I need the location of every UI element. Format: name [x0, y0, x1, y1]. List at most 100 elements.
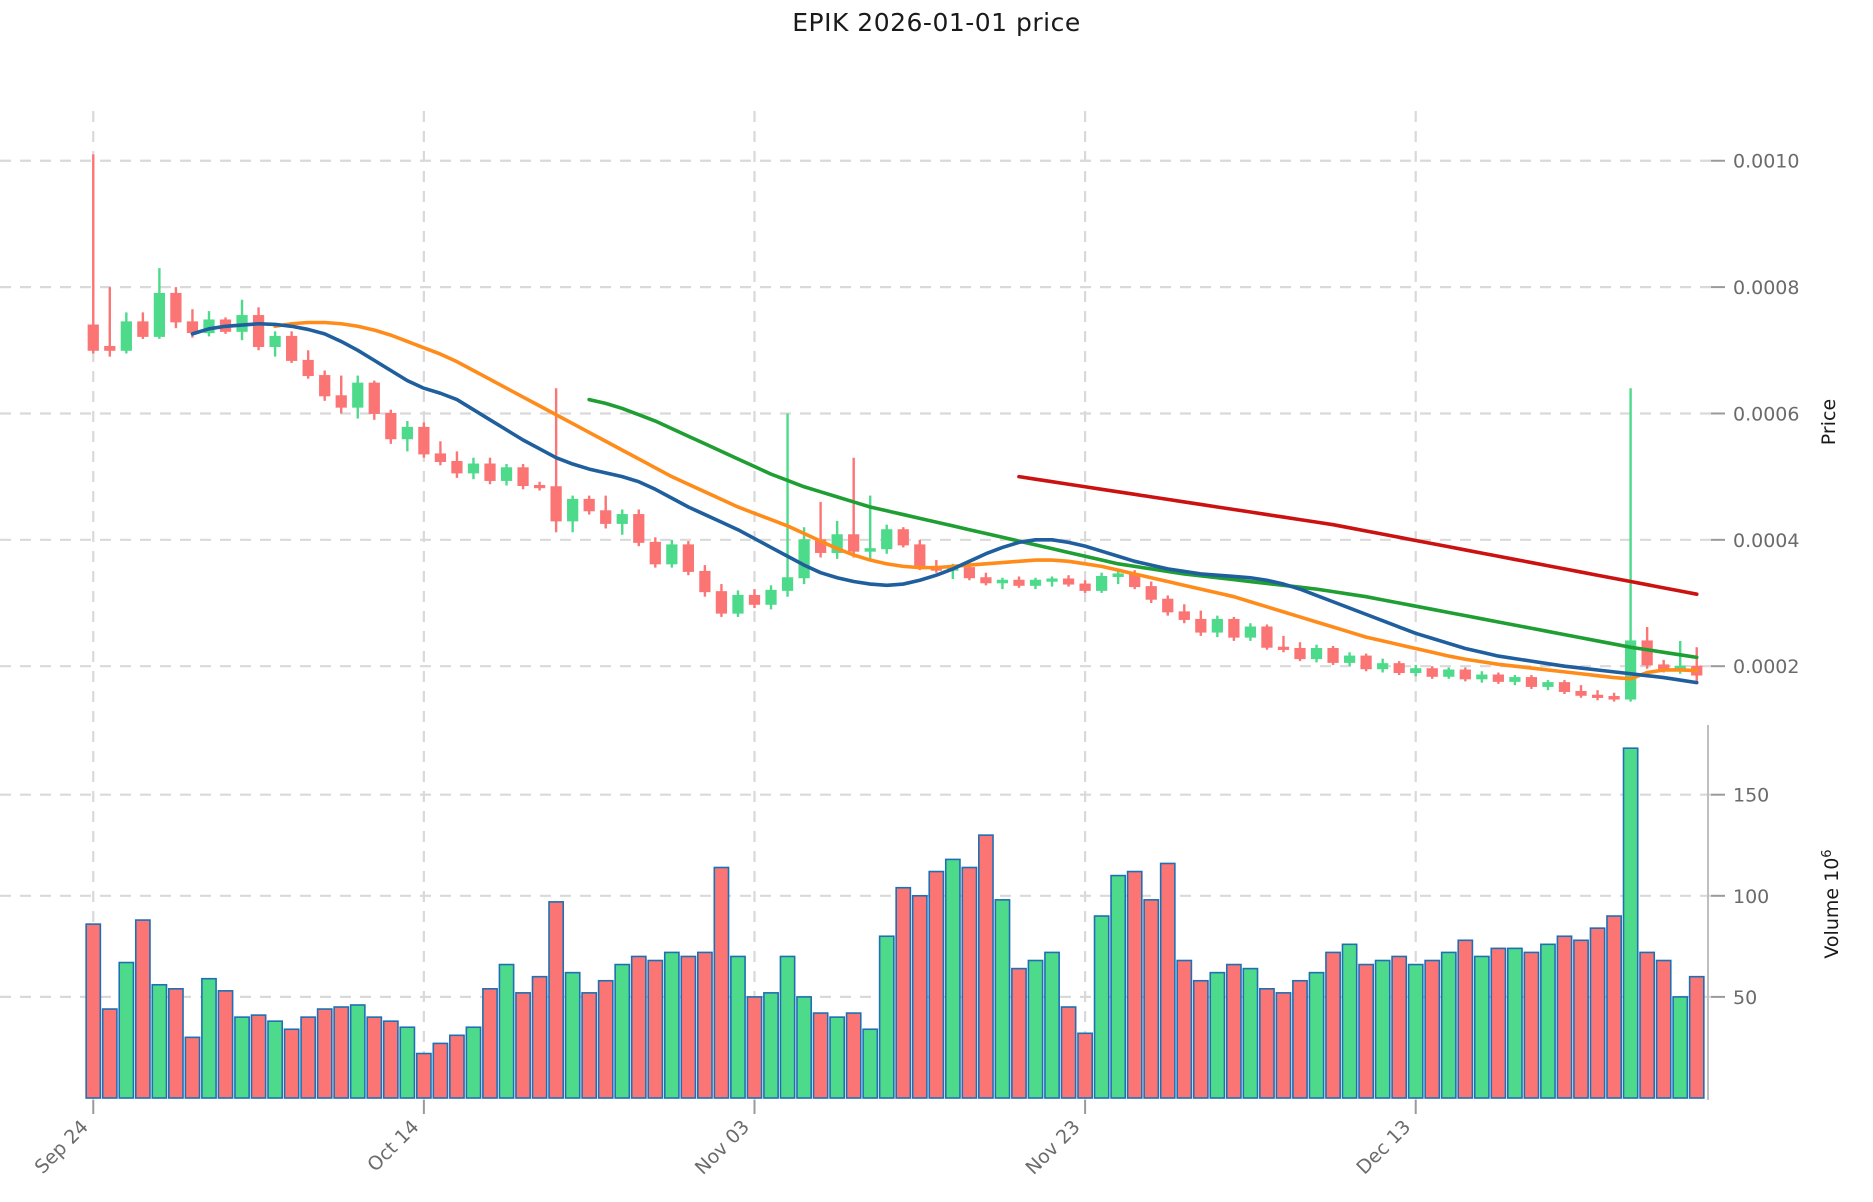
x-tick-label: Nov 23	[1021, 1116, 1084, 1179]
candle	[1145, 581, 1157, 604]
volume-bar	[829, 1016, 846, 1099]
volume-bar	[911, 895, 928, 1099]
candle-body	[550, 486, 562, 522]
candle	[1162, 595, 1174, 616]
x-tick-label: Sep 24	[31, 1116, 93, 1178]
x-tick-label: Nov 03	[691, 1116, 754, 1179]
candle	[1641, 627, 1653, 669]
volume-bar	[1093, 915, 1110, 1099]
volume-bar	[482, 988, 498, 1099]
candle-body	[385, 412, 397, 440]
candle-body	[137, 321, 149, 337]
candle	[104, 287, 116, 357]
candle-body	[252, 315, 265, 347]
candle	[87, 154, 99, 354]
volume-bar	[184, 1036, 201, 1099]
volume-bar	[730, 955, 746, 1099]
candle-body	[104, 345, 116, 351]
candle	[996, 577, 1009, 590]
candle	[897, 527, 909, 548]
candle-body	[1542, 682, 1554, 687]
candle	[401, 421, 413, 452]
candle	[203, 311, 215, 337]
volume-bar	[763, 992, 779, 1099]
candle-body	[368, 382, 380, 414]
candle-body	[1443, 669, 1455, 677]
volume-bar	[234, 1016, 250, 1099]
candle-body	[1608, 696, 1620, 700]
candle-body	[302, 359, 314, 377]
candle	[533, 481, 546, 491]
volume-bar	[333, 1006, 350, 1099]
candle	[583, 495, 595, 515]
volume-bar	[663, 951, 680, 1099]
volume-bar	[1606, 915, 1622, 1099]
candle-body	[335, 395, 347, 408]
candle	[1542, 680, 1554, 691]
volume-bar	[796, 996, 812, 1099]
volume-bar	[217, 990, 234, 1099]
candle-body	[1079, 583, 1091, 591]
volume-bar	[1126, 870, 1143, 1099]
candlestick-layer	[87, 154, 1703, 702]
candle-body	[1624, 640, 1637, 700]
volume-bar	[449, 1034, 465, 1099]
candle	[1294, 642, 1306, 662]
volume-bar	[928, 870, 945, 1099]
candle	[1046, 576, 1058, 587]
volume-bar	[812, 1012, 829, 1099]
volume-bar	[1407, 963, 1424, 1099]
volume-bar	[1259, 988, 1275, 1099]
volume-bar	[85, 923, 102, 1099]
volume-bar	[498, 963, 515, 1099]
candle-body	[897, 529, 909, 546]
candle-body	[352, 382, 364, 408]
candle	[1013, 576, 1025, 588]
volume-bar	[713, 866, 730, 1099]
volume-bar	[316, 1008, 333, 1099]
candle	[1310, 644, 1323, 663]
candle-body	[1476, 674, 1488, 680]
candle-body	[517, 467, 529, 486]
volume-bar	[614, 963, 631, 1099]
candle	[1327, 645, 1339, 665]
candle	[1426, 666, 1438, 679]
volume-bar	[779, 955, 796, 1099]
volume-bar	[845, 1012, 862, 1099]
candle-body	[1327, 648, 1339, 663]
volume-bar	[349, 1004, 366, 1099]
candle-body	[633, 514, 645, 543]
volume-bar	[1391, 955, 1408, 1099]
candle	[1096, 572, 1108, 593]
volume-bar	[1688, 975, 1705, 1099]
volume-bar	[978, 834, 994, 1099]
volume-bar	[1027, 959, 1044, 1099]
volume-bar	[1143, 899, 1160, 1099]
candle-body	[153, 292, 166, 337]
volume-layer	[85, 747, 1705, 1099]
volume-bar	[415, 1052, 432, 1099]
candle-body	[467, 463, 480, 474]
volume-bar	[1341, 943, 1358, 1099]
volume-bar	[630, 955, 647, 1099]
candle	[1525, 675, 1538, 689]
candle-body	[583, 498, 595, 512]
candle	[467, 457, 480, 480]
price-tick-label: 0.0002	[1733, 656, 1799, 678]
volume-bar	[465, 1026, 482, 1099]
candle	[1443, 667, 1455, 679]
candle-body	[1459, 669, 1471, 680]
candle	[1509, 675, 1521, 686]
volume-bar	[1011, 967, 1027, 1099]
volume-bar	[399, 1026, 416, 1099]
candle-body	[980, 577, 992, 584]
volume-bar	[548, 901, 565, 1099]
candle-body	[881, 529, 893, 550]
candle-body	[401, 426, 413, 440]
volume-bar	[118, 961, 135, 1099]
volume-tick-label: 50	[1733, 987, 1757, 1009]
candle-body	[533, 484, 546, 489]
volume-bar	[696, 951, 713, 1099]
candle	[781, 413, 794, 597]
volume-bar	[1192, 979, 1209, 1099]
